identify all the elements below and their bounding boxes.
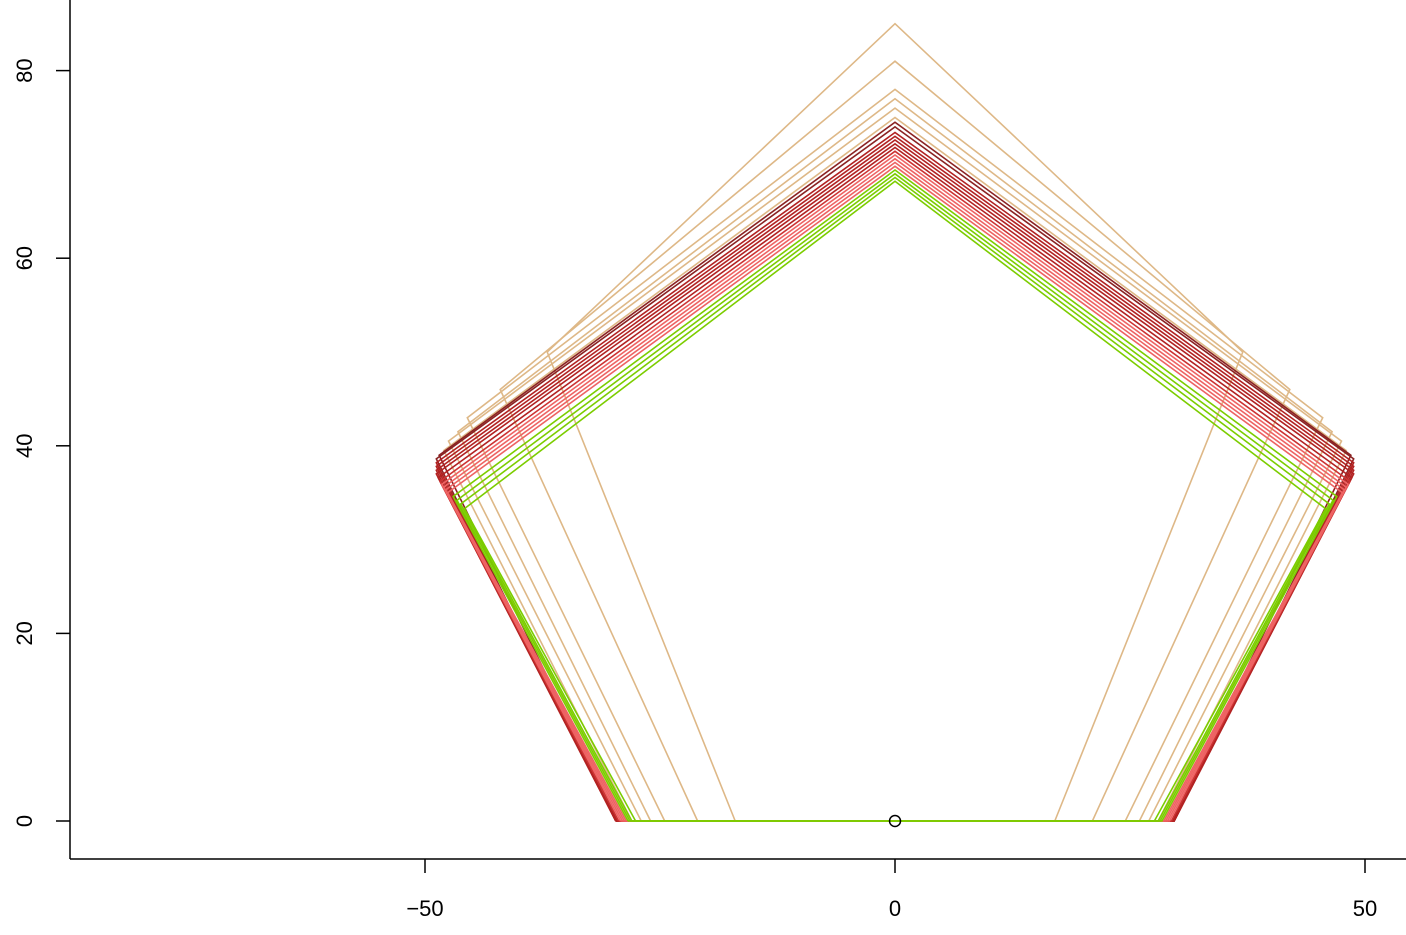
series-line-4 (447, 107, 1343, 822)
series-line-16 (444, 161, 1346, 822)
y-tick-label: 80 (12, 58, 37, 82)
series-line-19 (455, 172, 1335, 822)
series-line-18 (452, 169, 1338, 822)
series-line-15 (442, 157, 1348, 822)
series-line-10 (435, 139, 1355, 822)
y-tick-label: 20 (12, 621, 37, 645)
y-ticks: 0 20 40 60 80 (12, 58, 70, 827)
y-tick-label: 60 (12, 246, 37, 270)
y-axis: 0 20 40 60 80 (12, 0, 71, 859)
x-ticks: −50 0 50 (406, 859, 1377, 921)
series-layer (435, 22, 1355, 822)
series-line-1 (499, 60, 1291, 822)
series-line-21 (463, 180, 1327, 822)
x-axis: −50 0 50 (70, 858, 1406, 921)
center-point-marker (888, 814, 902, 828)
series-line-3 (456, 97, 1334, 822)
y-tick-label: 0 (12, 815, 37, 827)
series-line-5 (442, 116, 1348, 822)
y-tick-label: 40 (12, 434, 37, 458)
x-tick-label: 0 (889, 896, 901, 921)
series-line-20 (459, 176, 1331, 822)
x-tick-label: 50 (1353, 896, 1377, 921)
x-tick-label: −50 (406, 896, 443, 921)
